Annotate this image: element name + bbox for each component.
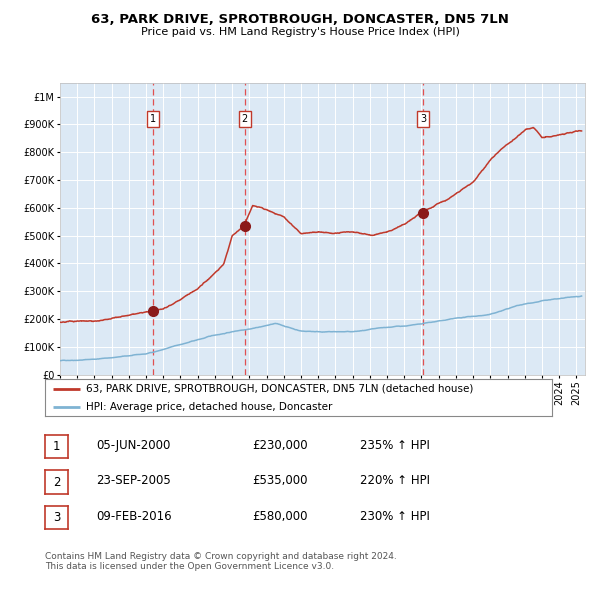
- Text: 23-SEP-2005: 23-SEP-2005: [96, 474, 171, 487]
- Text: 220% ↑ HPI: 220% ↑ HPI: [360, 474, 430, 487]
- Text: £230,000: £230,000: [252, 439, 308, 452]
- Text: 2: 2: [53, 476, 60, 489]
- Text: 3: 3: [420, 114, 426, 124]
- Text: 230% ↑ HPI: 230% ↑ HPI: [360, 510, 430, 523]
- Text: 1: 1: [151, 114, 157, 124]
- Text: HPI: Average price, detached house, Doncaster: HPI: Average price, detached house, Donc…: [86, 402, 332, 412]
- Text: £580,000: £580,000: [252, 510, 308, 523]
- Text: 235% ↑ HPI: 235% ↑ HPI: [360, 439, 430, 452]
- Text: 05-JUN-2000: 05-JUN-2000: [96, 439, 170, 452]
- Text: £535,000: £535,000: [252, 474, 308, 487]
- Text: Price paid vs. HM Land Registry's House Price Index (HPI): Price paid vs. HM Land Registry's House …: [140, 27, 460, 37]
- Text: 1: 1: [53, 440, 60, 453]
- Text: 09-FEB-2016: 09-FEB-2016: [96, 510, 172, 523]
- Text: 63, PARK DRIVE, SPROTBROUGH, DONCASTER, DN5 7LN: 63, PARK DRIVE, SPROTBROUGH, DONCASTER, …: [91, 13, 509, 26]
- Text: 2: 2: [242, 114, 248, 124]
- Text: Contains HM Land Registry data © Crown copyright and database right 2024.
This d: Contains HM Land Registry data © Crown c…: [45, 552, 397, 571]
- Text: 63, PARK DRIVE, SPROTBROUGH, DONCASTER, DN5 7LN (detached house): 63, PARK DRIVE, SPROTBROUGH, DONCASTER, …: [86, 384, 473, 394]
- Text: 3: 3: [53, 511, 60, 524]
